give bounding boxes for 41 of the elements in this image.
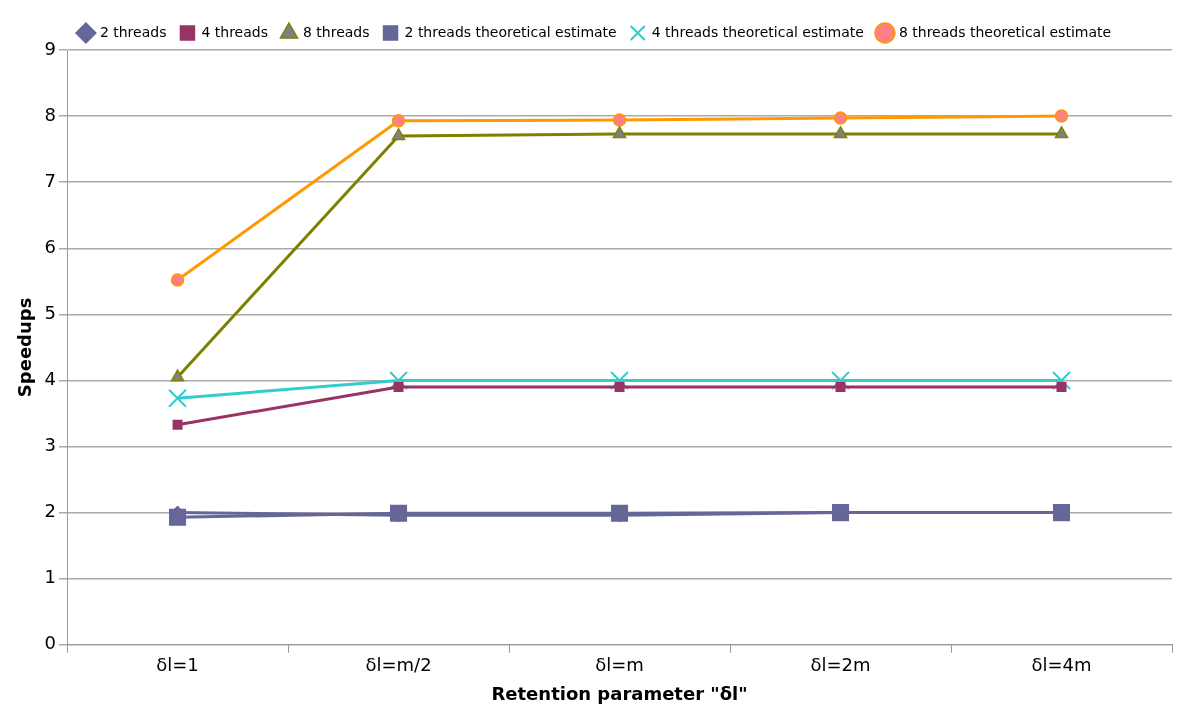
point [168, 388, 188, 408]
point [1054, 109, 1069, 123]
x-tick-label: δl=m/2 [365, 654, 432, 676]
y-tick-label: 2 [44, 500, 57, 522]
point [1056, 382, 1067, 393]
legend-label: 4 threads theoretical estimate [651, 23, 864, 40]
y-axis-title: Speedups [14, 297, 36, 398]
y-tick-label: 1 [44, 566, 57, 588]
x-tick-label: δl=2m [810, 654, 871, 676]
point [393, 382, 404, 393]
x-tick-label: δl=1 [156, 654, 199, 676]
point [833, 111, 848, 125]
y-tick-label: 4 [44, 368, 57, 390]
legend-label: 2 threads theoretical estimate [404, 23, 617, 40]
point [391, 128, 406, 141]
y-tick-label: 6 [44, 235, 57, 257]
point [391, 113, 406, 128]
y-tick-label: 7 [44, 169, 57, 191]
legend-label: 2 threads [99, 23, 167, 40]
legend-label: 4 threads [201, 23, 268, 40]
x-tick-label: δl=m [595, 654, 644, 676]
y-tick-label: 0 [44, 632, 57, 654]
point [389, 370, 409, 390]
x-tick-label: δl=4m [1031, 654, 1092, 676]
point [1054, 126, 1069, 139]
point [833, 126, 848, 139]
y-tick-label: 3 [44, 434, 57, 456]
point [612, 113, 627, 127]
legend-label: 8 threads theoretical estimate [898, 23, 1112, 40]
y-tick-label: 8 [44, 103, 57, 125]
point [835, 382, 846, 393]
point [170, 369, 185, 382]
point [614, 382, 625, 393]
point [1052, 370, 1071, 390]
x-axis-title: Retention parameter "δl" [491, 682, 748, 704]
point [612, 126, 627, 139]
point [170, 273, 185, 287]
point [172, 419, 183, 430]
y-tick-label: 5 [44, 302, 57, 324]
legend-label: 8 threads [302, 23, 370, 40]
y-tick-label: 9 [44, 37, 57, 59]
